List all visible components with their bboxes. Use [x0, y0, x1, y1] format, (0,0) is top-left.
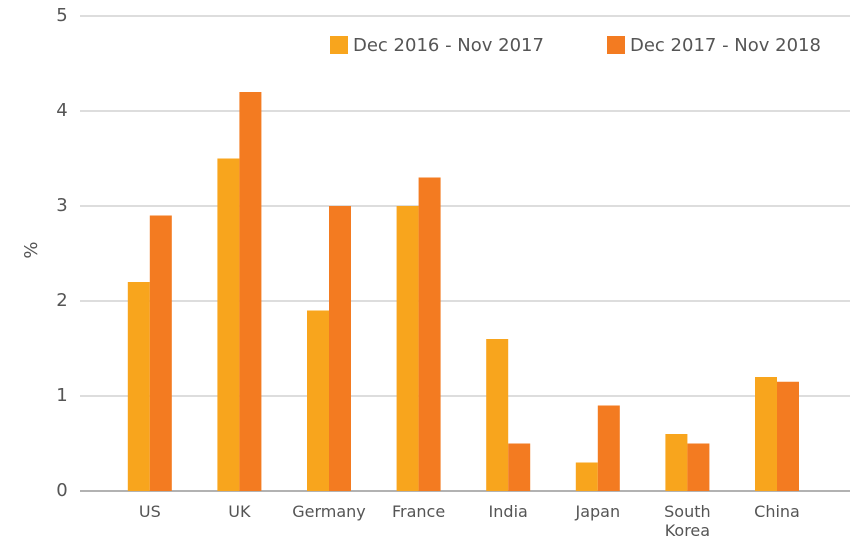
bar: [486, 339, 509, 491]
bar: [665, 434, 688, 491]
bar: [777, 381, 799, 491]
x-tick-label: South Korea: [664, 502, 711, 540]
y-axis-label: %: [21, 241, 42, 258]
bar: [755, 377, 777, 491]
bar: [127, 282, 150, 491]
bar: [307, 310, 329, 491]
x-tick-label: UK: [228, 502, 251, 521]
x-tick-label: Germany: [292, 502, 366, 521]
bar: [239, 92, 262, 491]
bar: [329, 206, 351, 491]
bar: [149, 215, 172, 491]
bar: [687, 443, 710, 491]
x-tick-label: France: [391, 502, 446, 521]
x-tick-label: Japan: [575, 502, 621, 521]
y-tick-label: 0: [56, 480, 67, 501]
x-tick-label: China: [754, 502, 800, 521]
x-tick-label: India: [488, 502, 528, 521]
legend-label: Dec 2016 - Nov 2017: [353, 35, 544, 56]
legend-label: Dec 2017 - Nov 2018: [630, 35, 821, 56]
bar: [217, 158, 240, 491]
y-tick-label: 4: [56, 100, 67, 121]
legend-swatch: [607, 36, 625, 54]
bar: [508, 443, 531, 491]
y-tick-label: 5: [56, 5, 67, 26]
bar: [575, 462, 598, 491]
bar: [396, 206, 419, 491]
x-tick-label: US: [138, 502, 161, 521]
y-tick-label: 2: [56, 290, 67, 311]
y-tick-label: 3: [56, 195, 67, 216]
bar: [418, 177, 441, 491]
y-tick-label: 1: [56, 385, 67, 406]
legend-swatch: [330, 36, 348, 54]
bar: [597, 405, 620, 491]
